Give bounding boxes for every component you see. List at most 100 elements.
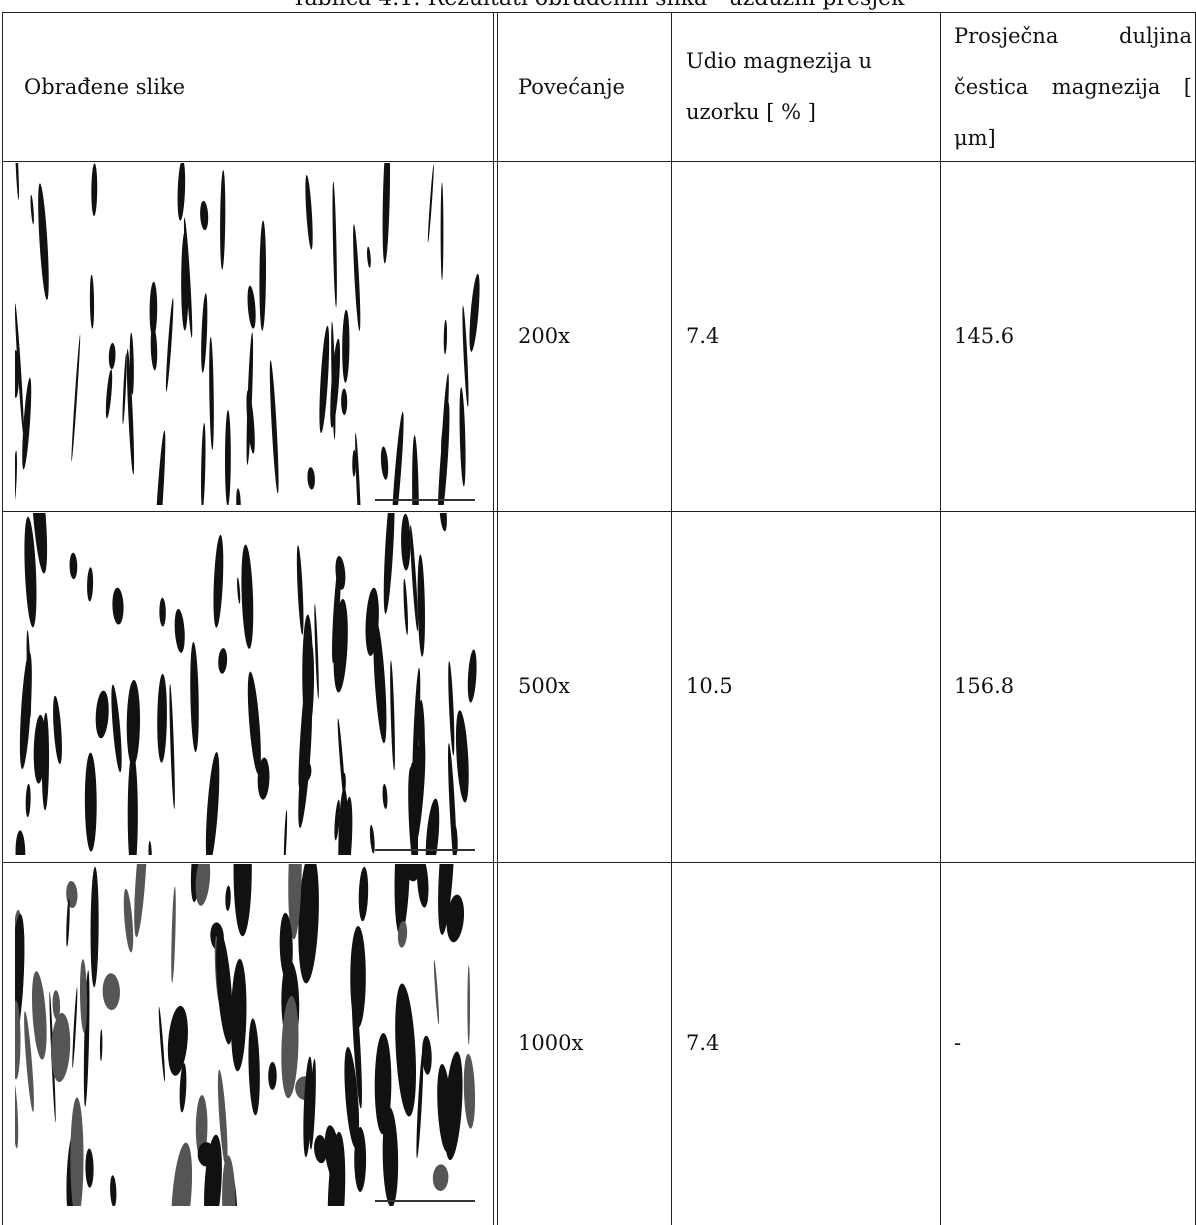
particle — [269, 360, 279, 494]
particle — [410, 525, 419, 632]
rule — [2, 161, 1196, 162]
particle — [154, 430, 166, 505]
particle — [395, 983, 417, 1117]
rule — [2, 511, 1196, 512]
particle — [110, 1175, 117, 1206]
particle — [382, 783, 388, 809]
scale-bar — [375, 499, 475, 501]
rule — [497, 12, 498, 1225]
rule — [940, 12, 941, 1225]
particle — [70, 1097, 84, 1206]
table-cell: 10.5 — [686, 674, 733, 698]
particle — [123, 888, 134, 953]
particle — [394, 864, 410, 936]
particle — [134, 864, 147, 938]
particle — [66, 881, 78, 909]
particle — [462, 305, 469, 408]
particle — [83, 970, 90, 1107]
particle — [71, 334, 81, 462]
particle — [439, 513, 447, 532]
particle — [90, 866, 99, 988]
micrograph — [15, 513, 477, 855]
particle — [15, 1029, 21, 1056]
header-cell: Povećanje — [518, 74, 625, 99]
particle — [332, 557, 341, 664]
table-cell: 7.4 — [686, 1031, 720, 1055]
particle — [181, 230, 189, 331]
particle — [148, 840, 152, 855]
particle — [217, 1069, 228, 1168]
table-cell: 145.6 — [954, 323, 1015, 348]
particle — [259, 220, 267, 331]
particle — [38, 183, 49, 301]
particle — [397, 921, 408, 948]
particle — [201, 422, 206, 505]
particle — [344, 1047, 360, 1149]
particle — [247, 285, 256, 329]
particle — [95, 690, 109, 739]
particle — [200, 200, 209, 231]
particle — [332, 181, 337, 308]
table-cell: 156.8 — [954, 674, 1015, 698]
rule — [2, 12, 1196, 13]
particle — [416, 864, 429, 908]
particle — [179, 1063, 187, 1113]
particle — [246, 390, 255, 454]
particle — [15, 830, 26, 855]
particle — [390, 660, 395, 771]
particle — [408, 766, 419, 855]
particle — [383, 513, 395, 614]
table-cell: 500x — [518, 674, 570, 698]
particle — [41, 712, 50, 811]
particle — [268, 1061, 277, 1090]
particle — [444, 1051, 463, 1161]
particle — [283, 809, 288, 855]
particle — [358, 866, 369, 922]
particle — [438, 864, 455, 935]
particle — [446, 894, 465, 943]
micrograph — [15, 163, 480, 505]
particle — [24, 1011, 34, 1112]
particle — [171, 886, 176, 983]
particle — [31, 971, 47, 1060]
particle — [15, 925, 25, 951]
particle — [89, 274, 95, 329]
particle — [15, 450, 17, 505]
particle — [440, 373, 449, 485]
particle — [354, 1127, 367, 1192]
particle — [440, 182, 444, 280]
particle — [319, 325, 330, 434]
particle — [167, 1005, 188, 1076]
particle — [201, 293, 208, 373]
particle — [15, 163, 19, 200]
particle — [412, 667, 421, 805]
particle — [314, 603, 319, 700]
particle — [149, 281, 158, 338]
particle — [127, 752, 138, 855]
particle — [416, 1049, 424, 1159]
particle — [412, 435, 419, 505]
particle — [53, 695, 62, 765]
particle — [382, 163, 391, 264]
particle — [236, 488, 241, 505]
particle — [111, 684, 122, 773]
particle — [105, 369, 113, 419]
table-cell: 7.4 — [686, 323, 720, 348]
particle — [122, 352, 127, 425]
particle — [303, 1056, 313, 1158]
particle — [248, 1018, 260, 1116]
particle — [237, 577, 241, 604]
particle — [314, 1134, 328, 1164]
particle — [222, 1155, 236, 1206]
particle — [433, 959, 440, 1025]
particle — [66, 898, 70, 947]
particle — [224, 410, 231, 505]
header-cell: Udio magnezija u uzorku [ % ] — [686, 49, 873, 124]
particle — [341, 388, 348, 415]
particle — [159, 597, 166, 627]
particle — [401, 513, 411, 571]
particle — [373, 619, 387, 744]
particle — [374, 1032, 392, 1135]
particle — [448, 660, 455, 756]
